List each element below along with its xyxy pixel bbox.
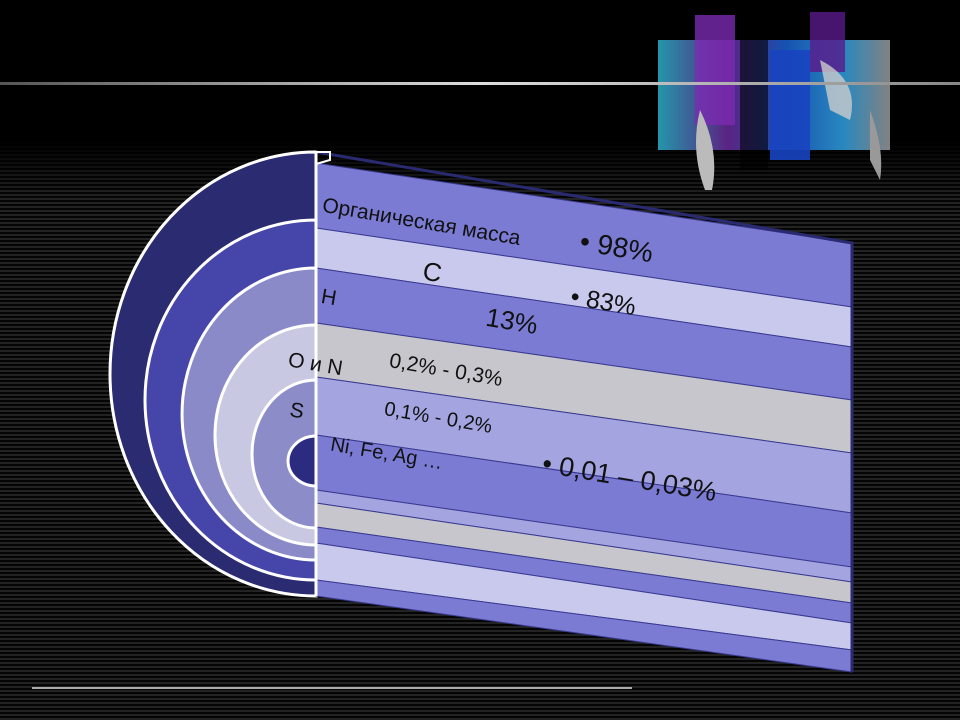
ring-6 [286,434,318,488]
ring-5 [250,378,318,530]
label-carbon: C [421,256,445,289]
world-map-image [658,12,890,190]
bottom-divider-line [32,687,632,689]
ring-stack [108,150,318,598]
panel-edge [315,150,854,672]
label-sulfur: S [288,398,306,423]
label-hydrogen: H [319,285,338,310]
top-divider-line [0,82,960,85]
bands-panel [315,150,854,673]
